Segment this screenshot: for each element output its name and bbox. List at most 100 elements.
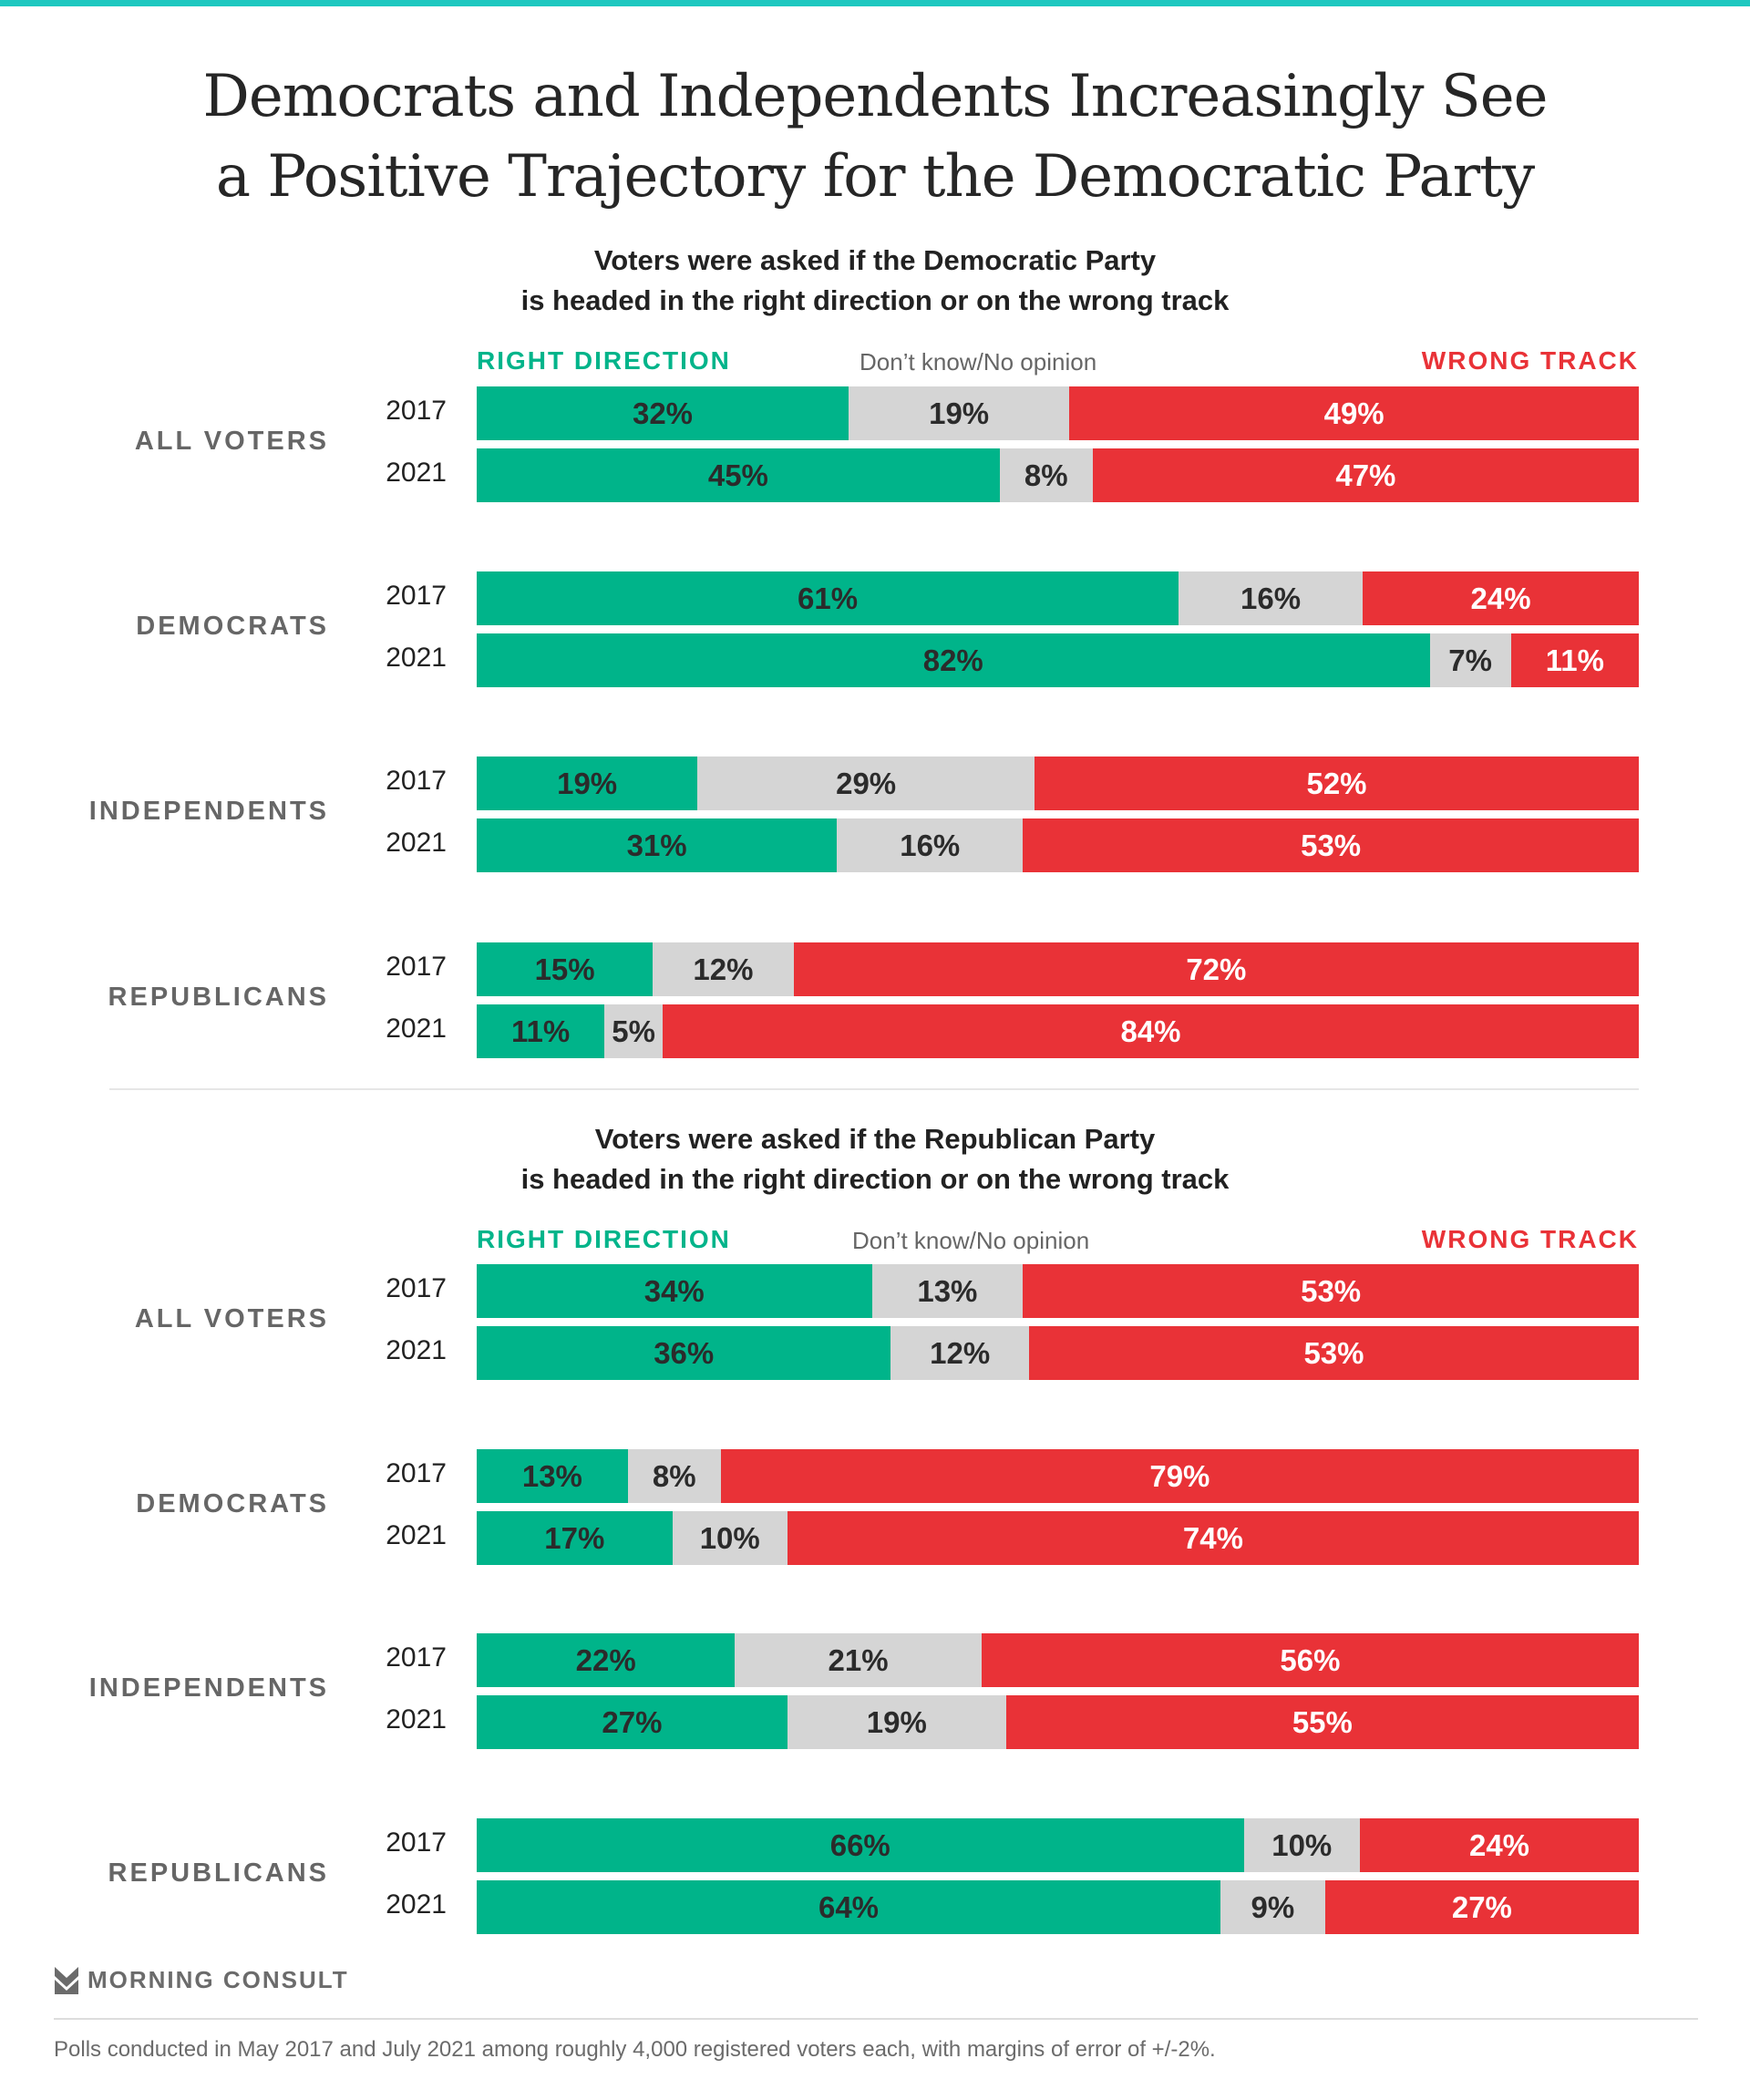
stacked-bar: 66% 10% 24% (477, 1818, 1639, 1872)
bar-segment-right-direction: 32% (477, 386, 849, 440)
bar-segment-dont-know: 13% (871, 1264, 1024, 1318)
morning-consult-m-icon (55, 1966, 78, 1994)
bar-segment-wrong-track: 74% (787, 1511, 1639, 1565)
bar-segment-right-direction: 61% (477, 571, 1179, 625)
group-label: REPUBLICANS (108, 1858, 329, 1888)
stacked-bar: 82% 7% 11% (477, 633, 1639, 687)
year-label: 2021 (386, 828, 447, 858)
logo-text: MORNING CONSULT (88, 1966, 349, 1993)
bar-segment-wrong-track: 47% (1092, 448, 1639, 502)
bar-group: REPUBLICANS 2017 66% 10% 24% 2021 64% 9% 27% (0, 1818, 1750, 1934)
bar-segment-right-direction: 11% (477, 1004, 605, 1058)
bar-segment-wrong-track: 55% (1005, 1695, 1639, 1749)
stacked-bar: 27% 19% 55% (477, 1695, 1639, 1749)
bar-segment-right-direction: 22% (477, 1633, 736, 1687)
stacked-bar: 61% 16% 24% (477, 571, 1639, 625)
group-label: DEMOCRATS (136, 1489, 329, 1518)
legend-right-direction: RIGHT DIRECTION (477, 1225, 731, 1253)
year-label: 2021 (386, 643, 447, 673)
legend: RIGHT DIRECTION Don’t know/No opinion WRON… (477, 346, 1639, 383)
year-label: 2021 (386, 1889, 447, 1920)
group-label: ALL VOTERS (134, 1304, 329, 1333)
subtitle-line: is headed in the right direction or on t… (520, 1163, 1230, 1195)
bar-segment-wrong-track: 72% (793, 942, 1639, 996)
stacked-bar: 22% 21% 56% (477, 1633, 1639, 1687)
bar-segment-right-direction: 82% (477, 633, 1430, 687)
bar-segment-right-direction: 66% (477, 1818, 1244, 1872)
group-label: INDEPENDENTS (88, 1673, 329, 1703)
bar-segment-wrong-track: 52% (1035, 757, 1639, 810)
bar-segment-wrong-track: 84% (663, 1004, 1639, 1058)
bar-segment-dont-know: 12% (653, 942, 794, 996)
stacked-bar: 31% 16% 53% (477, 818, 1639, 872)
bar-group: DEMOCRATS 2017 61% 16% 24% 2021 82% 7% 11% (0, 571, 1750, 687)
bar-segment-right-direction: 31% (477, 818, 838, 872)
chart-subtitle: Voters were asked if the Republican Part… (0, 1119, 1750, 1199)
stacked-bar: 32% 19% 49% (477, 386, 1639, 440)
bar-segment-dont-know: 10% (1243, 1818, 1360, 1872)
bar-segment-wrong-track: 49% (1069, 386, 1639, 440)
stacked-bar: 11% 5% 84% (477, 1004, 1639, 1058)
title-line-1: Democrats and Independents Increasingly … (202, 63, 1549, 130)
year-label: 2017 (386, 581, 447, 611)
stacked-bar: 15% 12% 72% (477, 942, 1639, 996)
bar-segment-wrong-track: 56% (981, 1633, 1639, 1687)
bar-group: ALL VOTERS 2017 32% 19% 49% 2021 45% 8% 47% (0, 386, 1750, 502)
bar-segment-dont-know: 8% (627, 1449, 721, 1503)
legend-wrong-track: WRONG TRACK (1421, 1225, 1639, 1253)
chart-title: Democrats and Independents Increasingly … (0, 57, 1750, 217)
year-label: 2017 (386, 952, 447, 982)
bar-segment-dont-know: 29% (697, 757, 1035, 810)
stacked-bar: 19% 29% 52% (477, 757, 1639, 810)
year-label: 2021 (386, 1520, 447, 1550)
bar-segment-right-direction: 13% (477, 1449, 628, 1503)
morning-consult-logo: MORNING CONSULT (55, 1966, 349, 1994)
year-label: 2021 (386, 1704, 447, 1735)
bar-segment-wrong-track: 53% (1023, 818, 1639, 872)
top-accent-bar (0, 0, 1750, 6)
group-label: DEMOCRATS (136, 612, 329, 641)
bar-segment-dont-know: 10% (672, 1511, 788, 1565)
bar-segment-right-direction: 34% (477, 1264, 872, 1318)
legend-dont-know: Don’t know/No opinion (860, 348, 1097, 376)
bar-segment-right-direction: 19% (477, 757, 698, 810)
stacked-bar: 45% 8% 47% (477, 448, 1639, 502)
bar-segment-dont-know: 16% (837, 818, 1024, 872)
year-label: 2017 (386, 1827, 447, 1858)
footnote: Polls conducted in May 2017 and July 202… (54, 2037, 1216, 2062)
year-label: 2017 (386, 766, 447, 796)
bar-segment-dont-know: 19% (849, 386, 1070, 440)
stacked-bar: 36% 12% 53% (477, 1326, 1639, 1380)
bar-segment-dont-know: 12% (890, 1326, 1029, 1380)
year-label: 2021 (386, 1335, 447, 1365)
bar-segment-dont-know: 8% (999, 448, 1093, 502)
bar-group: REPUBLICANS 2017 15% 12% 72% 2021 11% 5% 84% (0, 942, 1750, 1058)
group-label: INDEPENDENTS (88, 797, 329, 826)
group-label: ALL VOTERS (134, 427, 329, 456)
year-label: 2017 (386, 1273, 447, 1303)
stacked-bar: 17% 10% 74% (477, 1511, 1639, 1565)
legend-wrong-track: WRONG TRACK (1421, 346, 1639, 375)
legend: RIGHT DIRECTION Don’t know/No opinion WRON… (477, 1225, 1639, 1261)
bar-segment-wrong-track: 53% (1023, 1264, 1639, 1318)
bar-segment-right-direction: 36% (477, 1326, 891, 1380)
bar-group: DEMOCRATS 2017 13% 8% 79% 2021 17% 10% 74% (0, 1449, 1750, 1565)
section-divider (109, 1088, 1639, 1090)
year-label: 2017 (386, 1458, 447, 1488)
bar-segment-right-direction: 27% (477, 1695, 788, 1749)
chart-subtitle: Voters were asked if the Democratic Part… (0, 241, 1750, 321)
stacked-bar: 13% 8% 79% (477, 1449, 1639, 1503)
stacked-bar: 34% 13% 53% (477, 1264, 1639, 1318)
bar-segment-wrong-track: 11% (1510, 633, 1639, 687)
year-label: 2017 (386, 396, 447, 426)
subtitle-line: is headed in the right direction or on t… (520, 284, 1230, 316)
bar-segment-right-direction: 15% (477, 942, 654, 996)
bar-segment-right-direction: 64% (477, 1880, 1220, 1934)
bar-segment-dont-know: 21% (735, 1633, 982, 1687)
year-label: 2021 (386, 1014, 447, 1044)
title-line-2: a Positive Trajectory for the Democratic… (215, 143, 1535, 211)
bar-segment-dont-know: 16% (1179, 571, 1364, 625)
bar-segment-right-direction: 17% (477, 1511, 673, 1565)
group-label: REPUBLICANS (108, 983, 329, 1012)
stacked-bar: 64% 9% 27% (477, 1880, 1639, 1934)
